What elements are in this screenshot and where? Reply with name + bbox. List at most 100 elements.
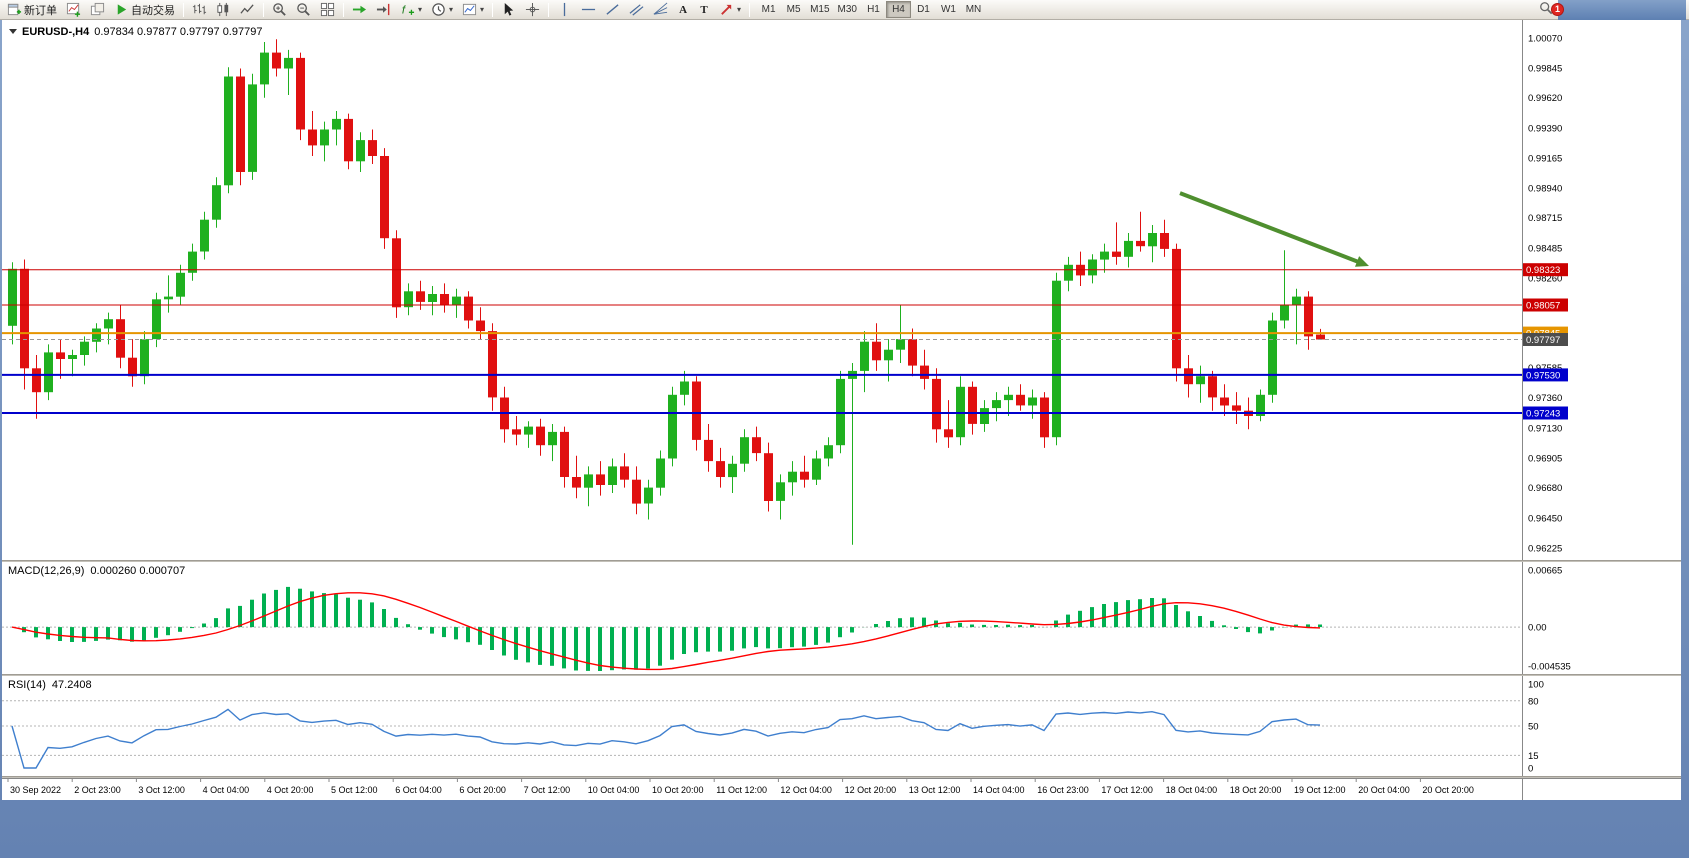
svg-text:2 Oct 23:00: 2 Oct 23:00: [74, 785, 121, 795]
arrows-button[interactable]: ▾: [715, 1, 745, 19]
svg-text:20 Oct 20:00: 20 Oct 20:00: [1422, 785, 1474, 795]
line-chart-button[interactable]: [236, 1, 259, 19]
timeframe-m30-button[interactable]: M30: [834, 1, 861, 18]
text-label-button[interactable]: T: [694, 1, 714, 19]
chart-list-button[interactable]: [62, 1, 85, 19]
rsi-pane: RSI(14) 47.2408 100 80 50 15 0: [2, 676, 1681, 776]
templates-icon: [462, 2, 477, 17]
candle: [368, 140, 377, 156]
svg-text:0.97130: 0.97130: [1528, 424, 1562, 435]
candle: [524, 426, 533, 435]
candle: [236, 76, 245, 172]
candlestick-chart-button[interactable]: [212, 1, 235, 19]
equidistant-channel-button[interactable]: [625, 1, 648, 19]
timeframe-m15-button[interactable]: M15: [806, 1, 833, 18]
candle: [104, 319, 113, 329]
chart-window: EURUSD-,H4 0.97834 0.97877 0.97797 0.977…: [2, 20, 1681, 800]
symbol-dropdown-icon[interactable]: [9, 29, 17, 38]
svg-text:4 Oct 04:00: 4 Oct 04:00: [203, 785, 250, 795]
rsi-line: [11, 708, 1321, 769]
timeframe-m5-button[interactable]: M5: [781, 1, 806, 18]
candle: [1028, 397, 1037, 406]
auto-trading-button[interactable]: 自动交易: [110, 1, 179, 19]
timeframe-w1-button[interactable]: W1: [936, 1, 961, 18]
candle: [428, 294, 437, 302]
price-chart[interactable]: 1.00070 0.99845 0.99620 0.99390 0.99165 0.989…: [2, 20, 1681, 560]
zoom-in-button[interactable]: [268, 1, 291, 19]
pane-divider[interactable]: [2, 674, 1681, 676]
dropdown-caret-icon: ▾: [737, 5, 742, 14]
candle: [704, 439, 713, 462]
text-button[interactable]: A: [673, 1, 693, 19]
candle: [380, 156, 389, 239]
candle: [20, 268, 29, 369]
pane-divider[interactable]: [2, 776, 1681, 778]
candle: [788, 471, 797, 483]
candle: [1088, 259, 1097, 276]
candle: [344, 118, 353, 162]
tile-windows-button[interactable]: [316, 1, 339, 19]
horizontal-line-button[interactable]: [577, 1, 600, 19]
pane-divider[interactable]: [2, 560, 1681, 562]
candle: [932, 378, 941, 430]
svg-text:0.00: 0.00: [1528, 623, 1547, 634]
vertical-line-button[interactable]: [553, 1, 576, 19]
templates-button[interactable]: ▾: [458, 1, 488, 19]
rsi-chart[interactable]: 100 80 50 15 0: [2, 676, 1681, 776]
timeframe-h4-button[interactable]: H4: [885, 1, 911, 18]
time-axis[interactable]: 30 Sep 2022 2 Oct 23:00 3 Oct 12:00 4 Oct 0…: [2, 778, 1681, 800]
macd-chart[interactable]: 0.00665 0.00 -0.004535: [2, 562, 1681, 674]
new-order-button[interactable]: 新订单: [3, 1, 61, 19]
tile-icon: [320, 2, 335, 17]
candle: [56, 352, 65, 359]
trendline-button[interactable]: [601, 1, 624, 19]
candle: [752, 437, 761, 454]
candle: [740, 437, 749, 464]
svg-text:13 Oct 12:00: 13 Oct 12:00: [909, 785, 961, 795]
time-axis-labels: 30 Sep 2022 2 Oct 23:00 3 Oct 12:00 4 Oct 0…: [7, 778, 1474, 795]
zoom-out-button[interactable]: [292, 1, 315, 19]
candle: [656, 458, 665, 488]
candle: [1316, 334, 1325, 340]
vline-icon: [557, 2, 572, 17]
candle: [596, 474, 605, 485]
candle: [404, 291, 413, 308]
trend-arrow[interactable]: [1179, 191, 1363, 265]
svg-text:1.00070: 1.00070: [1528, 34, 1562, 45]
timeframe-group: M1 M5 M15 M30 H1 H4 D1 W1 MN: [756, 0, 986, 19]
candle: [356, 140, 365, 162]
candle: [284, 57, 293, 69]
svg-text:30 Sep 2022: 30 Sep 2022: [10, 785, 61, 795]
candles-icon: [216, 2, 231, 17]
timeframe-mn-button[interactable]: MN: [961, 1, 986, 18]
crosshair-button[interactable]: [521, 1, 544, 19]
candle: [1280, 304, 1289, 321]
text-glyph: A: [679, 3, 688, 16]
timeframe-h1-button[interactable]: H1: [861, 1, 886, 18]
candle: [584, 474, 593, 488]
bar-chart-button[interactable]: [188, 1, 211, 19]
new-order-label: 新订单: [24, 4, 57, 17]
indicators-list-button[interactable]: f ▾: [396, 1, 426, 19]
timeframe-d1-button[interactable]: D1: [911, 1, 936, 18]
svg-text:0.96225: 0.96225: [1528, 544, 1562, 555]
candle: [488, 331, 497, 398]
periods-button[interactable]: ▾: [427, 1, 457, 19]
candle: [680, 381, 689, 395]
profiles-button[interactable]: [86, 1, 109, 19]
timeframe-m1-button[interactable]: M1: [756, 1, 781, 18]
search-button[interactable]: [1535, 1, 1557, 19]
candle: [128, 357, 137, 377]
svg-text:6 Oct 20:00: 6 Oct 20:00: [459, 785, 506, 795]
candle: [812, 458, 821, 480]
notification-badge[interactable]: 1: [1551, 2, 1564, 16]
profiles-icon: [90, 2, 105, 17]
candle: [320, 129, 329, 146]
candle: [1196, 376, 1205, 385]
cursor-button[interactable]: [497, 1, 520, 19]
candle: [200, 219, 209, 252]
candle: [464, 296, 473, 321]
fibonacci-retracement-button[interactable]: [649, 1, 672, 19]
chart-shift-button[interactable]: [372, 1, 395, 19]
auto-scroll-button[interactable]: [348, 1, 371, 19]
